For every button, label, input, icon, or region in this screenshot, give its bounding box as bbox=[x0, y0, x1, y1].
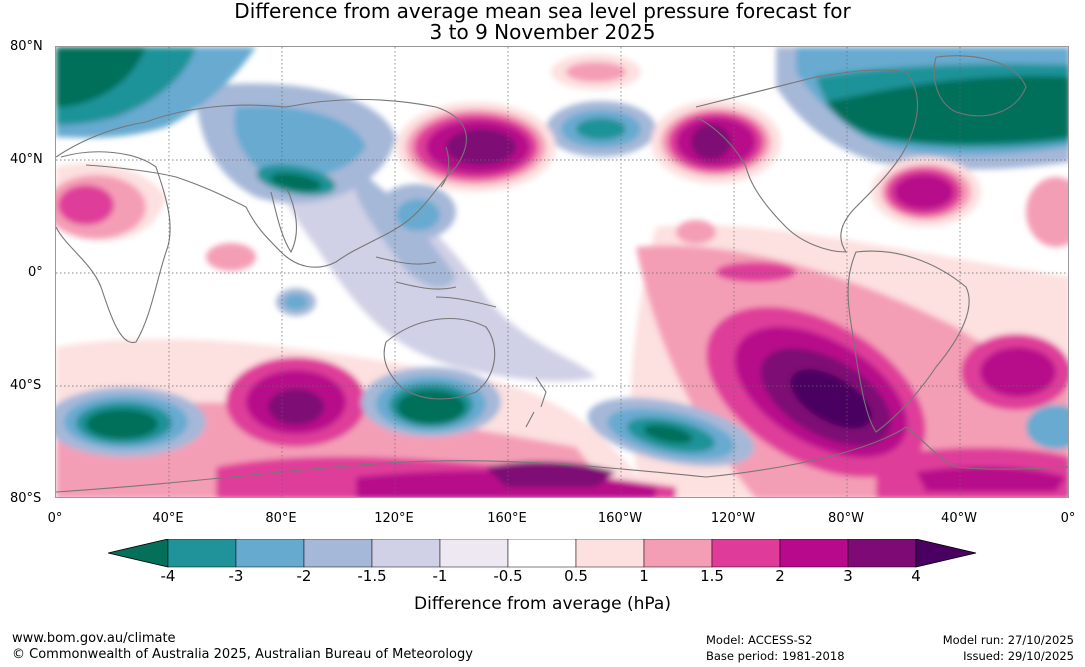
colorbar-tick-label: 0.5 bbox=[564, 567, 588, 585]
colorbar-segment bbox=[303, 539, 373, 568]
colorbar-segment bbox=[779, 539, 849, 568]
colorbar-segment bbox=[167, 539, 237, 568]
colorbar-segment bbox=[711, 539, 781, 568]
colorbar-tick-label: 1 bbox=[639, 567, 649, 585]
map-title-line2: 3 to 9 November 2025 bbox=[429, 20, 656, 44]
lon-label-80w: 80°W bbox=[828, 511, 864, 526]
colorbar-tick-label: -0.5 bbox=[493, 567, 523, 585]
colorbar-tick-label: 1.5 bbox=[700, 567, 724, 585]
colorbar-tick-label: -3 bbox=[228, 567, 244, 585]
footer-model-run: Model run: 27/10/2025 bbox=[942, 633, 1074, 647]
colorbar-tick-label: -4 bbox=[160, 567, 176, 585]
lat-label-40s: 40°S bbox=[10, 378, 42, 393]
colorbar-segment bbox=[847, 539, 917, 568]
footer-url: www.bom.gov.au/climate bbox=[12, 631, 176, 646]
colorbar-tick-label: -1 bbox=[432, 567, 448, 585]
lon-label-160e: 160°E bbox=[487, 511, 527, 526]
lon-label-0: 0° bbox=[47, 511, 63, 526]
footer-base-period: Base period: 1981-2018 bbox=[706, 649, 845, 663]
footer-model: Model: ACCESS-S2 bbox=[706, 633, 813, 647]
lat-label-80n: 80°N bbox=[10, 39, 43, 54]
colorbar-tick-label: 3 bbox=[843, 567, 853, 585]
lon-label-40e: 40°E bbox=[152, 511, 184, 526]
colorbar-segment bbox=[439, 539, 509, 568]
lon-label-80e: 80°E bbox=[265, 511, 297, 526]
lat-label-40n: 40°N bbox=[10, 152, 43, 167]
colorbar-tick-label: -1.5 bbox=[357, 567, 387, 585]
lon-label-40w: 40°W bbox=[941, 511, 977, 526]
lon-label-120w: 120°W bbox=[710, 511, 756, 526]
colorbar-segment-above-max bbox=[915, 539, 977, 568]
lon-label-120e: 120°E bbox=[374, 511, 414, 526]
colorbar-segment bbox=[371, 539, 441, 568]
colorbar-tick-label: 2 bbox=[775, 567, 785, 585]
colorbar-tick-label: -2 bbox=[296, 567, 312, 585]
colorbar-segment-below-min bbox=[108, 539, 169, 568]
footer-issued: Issued: 29/10/2025 bbox=[963, 649, 1074, 663]
lat-label-equator: 0° bbox=[28, 265, 43, 280]
colorbar-segment bbox=[235, 539, 305, 568]
lon-label-0-right: 0° bbox=[1060, 511, 1076, 526]
map-title-line1: Difference from average mean sea level p… bbox=[234, 0, 851, 23]
lat-label-80s: 80°S bbox=[10, 491, 42, 506]
colorbar bbox=[108, 539, 977, 568]
colorbar-segment bbox=[507, 539, 577, 568]
colorbar-segment bbox=[575, 539, 645, 568]
colorbar-tick-label: 4 bbox=[911, 567, 921, 585]
footer-copyright: © Commonwealth of Australia 2025, Austra… bbox=[12, 647, 473, 662]
lon-label-160w: 160°W bbox=[597, 511, 643, 526]
colorbar-segment bbox=[643, 539, 713, 568]
colorbar-label: Difference from average (hPa) bbox=[414, 594, 671, 614]
pressure-anomaly-map bbox=[55, 46, 1069, 498]
